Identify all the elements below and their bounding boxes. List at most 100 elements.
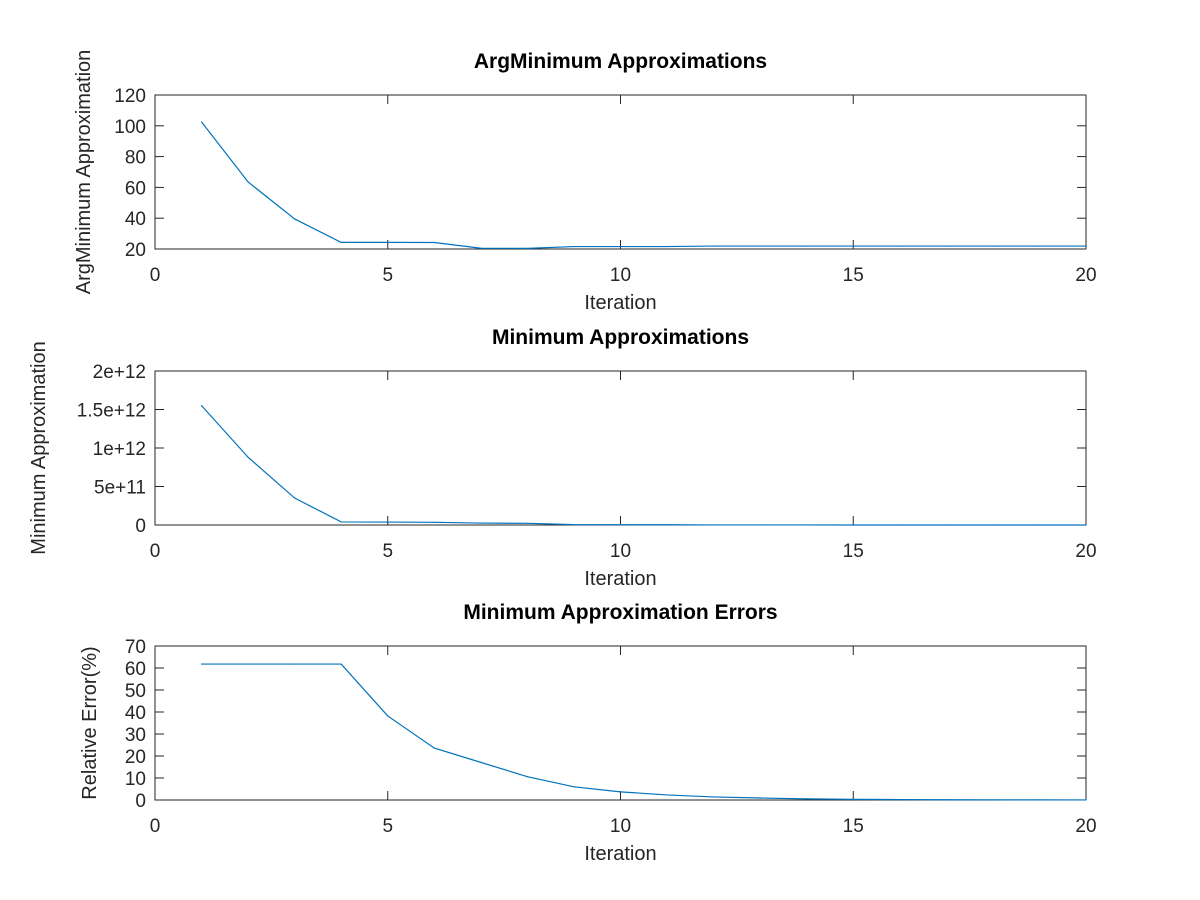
data-point	[713, 524, 715, 526]
data-point	[480, 761, 482, 763]
x-tick-label: 15	[843, 816, 864, 837]
data-point	[1085, 524, 1087, 526]
data-point	[899, 245, 901, 247]
data-point	[387, 521, 389, 523]
y-axis-label: Minimum Approximation	[28, 341, 50, 554]
data-point	[294, 497, 296, 499]
data-point	[666, 524, 668, 526]
axes-box	[154, 370, 1087, 526]
y-tick-label: 0	[135, 791, 146, 812]
data-point	[480, 522, 482, 524]
data-point	[526, 776, 529, 778]
data-point	[945, 799, 947, 801]
y-axis-label: ArgMinimum Approximation	[73, 50, 95, 295]
data-point	[619, 524, 622, 526]
data-point	[573, 524, 575, 526]
chart-title: Minimum Approximation Errors	[463, 601, 777, 624]
data-point	[200, 121, 203, 123]
x-axis-label: Iteration	[584, 292, 656, 314]
y-tick-label: 70	[125, 637, 146, 658]
y-tick-label: 5e+11	[94, 478, 146, 499]
data-point	[992, 524, 994, 526]
data-point	[433, 747, 435, 749]
x-tick-label: 5	[382, 816, 393, 837]
x-tick-label: 5	[382, 265, 393, 286]
series-line	[201, 121, 1086, 249]
y-tick-label: 1.5e+12	[77, 401, 146, 422]
y-axis-label: Relative Error(%)	[79, 646, 101, 799]
data-point	[1038, 524, 1041, 526]
x-tick-label: 5	[382, 541, 393, 562]
y-tick-label: 60	[125, 659, 146, 680]
data-point	[200, 663, 203, 665]
axes-box	[154, 94, 1087, 250]
series-line	[201, 663, 1087, 801]
y-tick-label: 0	[135, 516, 146, 537]
data-point	[294, 663, 296, 665]
data-point	[340, 241, 342, 243]
data-point	[294, 218, 296, 220]
data-point	[759, 797, 761, 799]
data-point	[992, 245, 994, 247]
x-tick-label: 20	[1075, 541, 1096, 562]
x-tick-label: 0	[150, 265, 161, 286]
data-point	[713, 796, 715, 798]
data-point	[899, 524, 901, 526]
data-point	[526, 522, 529, 524]
y-tick-label: 100	[114, 117, 146, 138]
data-point	[806, 245, 808, 247]
data-point	[619, 245, 622, 248]
subplot-1: ArgMinimum Approximations 0 5 10 15 20 20 40 60 8…	[73, 50, 1097, 314]
data-point	[945, 245, 947, 247]
x-tick-label: 20	[1075, 816, 1096, 837]
data-point	[852, 524, 854, 526]
y-tick-label: 80	[125, 148, 146, 169]
data-point	[433, 521, 435, 523]
data-point	[200, 405, 203, 407]
x-axis-label: Iteration	[584, 843, 656, 865]
chart-title: Minimum Approximations	[492, 326, 749, 349]
subplot-2: Minimum Approximations 0 5 10 15 20 0 5e+11 1e+1…	[28, 326, 1097, 590]
data-point	[852, 798, 854, 800]
data-point	[247, 181, 249, 183]
data-point	[340, 663, 342, 665]
data-point	[573, 786, 575, 788]
data-point	[1038, 245, 1041, 247]
y-tick-label: 50	[125, 681, 146, 702]
y-tick-label: 10	[125, 769, 146, 790]
data-point	[247, 663, 249, 665]
x-tick-label: 10	[610, 816, 631, 837]
chart-title: ArgMinimum Approximations	[474, 50, 767, 73]
x-tick-label: 10	[610, 541, 631, 562]
data-point	[806, 524, 808, 526]
axes-box	[154, 645, 1087, 801]
data-point	[433, 241, 435, 244]
data-point	[573, 245, 575, 248]
y-tick-label: 20	[125, 747, 146, 768]
data-point	[1038, 799, 1041, 801]
data-point	[247, 456, 249, 458]
data-point	[666, 245, 668, 248]
x-tick-label: 0	[150, 816, 161, 837]
y-tick-label: 30	[125, 725, 146, 746]
data-point	[1085, 799, 1087, 801]
data-point	[526, 247, 529, 249]
series-line	[201, 405, 1086, 526]
y-tick-label: 60	[125, 178, 146, 199]
data-point	[713, 245, 715, 247]
y-tick-label: 40	[125, 209, 146, 230]
data-point	[1085, 245, 1087, 247]
subplots: ArgMinimum Approximations 0 5 10 15 20 20 40 60 8…	[28, 50, 1097, 865]
data-point	[480, 247, 482, 249]
data-point	[992, 799, 994, 801]
data-point	[340, 521, 342, 523]
y-tick-label: 40	[125, 703, 146, 724]
x-tick-label: 20	[1075, 265, 1096, 286]
data-point	[619, 791, 622, 793]
data-point	[387, 715, 389, 717]
data-point	[666, 794, 668, 796]
x-tick-label: 15	[843, 265, 864, 286]
x-tick-label: 15	[843, 541, 864, 562]
